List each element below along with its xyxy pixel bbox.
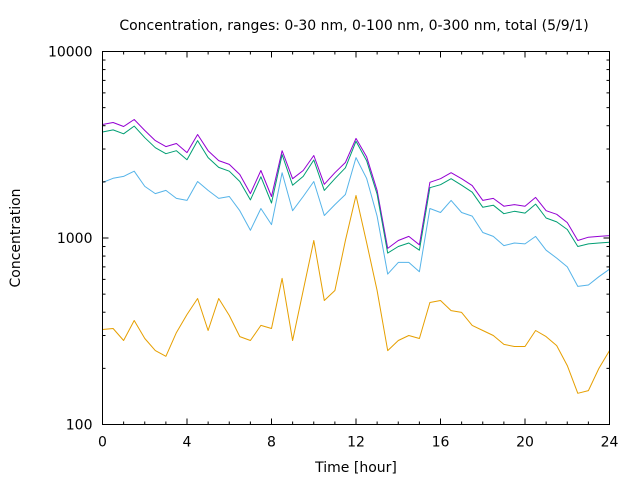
y-tick-label: 1000 — [57, 231, 93, 247]
y-axis-label: Concentration — [8, 188, 24, 287]
chart-title: Concentration, ranges: 0-30 nm, 0-100 nm… — [119, 18, 588, 34]
x-tick-label: 12 — [347, 435, 365, 451]
series-line-total — [102, 119, 610, 249]
series-layer — [102, 119, 610, 394]
x-tick-label: 0 — [98, 435, 107, 451]
ticks-layer: 0 4 8 12 16 20 24 100 1000 10000 — [48, 45, 619, 451]
x-tick-label: 24 — [601, 435, 619, 451]
series-line-0-300-nm — [102, 125, 610, 254]
x-tick-label: 8 — [267, 435, 276, 451]
x-axis-label: Time [hour] — [314, 460, 397, 476]
x-tick-label: 4 — [183, 435, 192, 451]
y-tick-label: 10000 — [48, 45, 93, 61]
y-tick-label: 100 — [66, 418, 93, 434]
x-tick-label: 20 — [516, 435, 534, 451]
x-tick-label: 16 — [432, 435, 450, 451]
series-line-0-30-nm — [102, 195, 610, 394]
series-line-0-100-nm — [102, 157, 610, 287]
